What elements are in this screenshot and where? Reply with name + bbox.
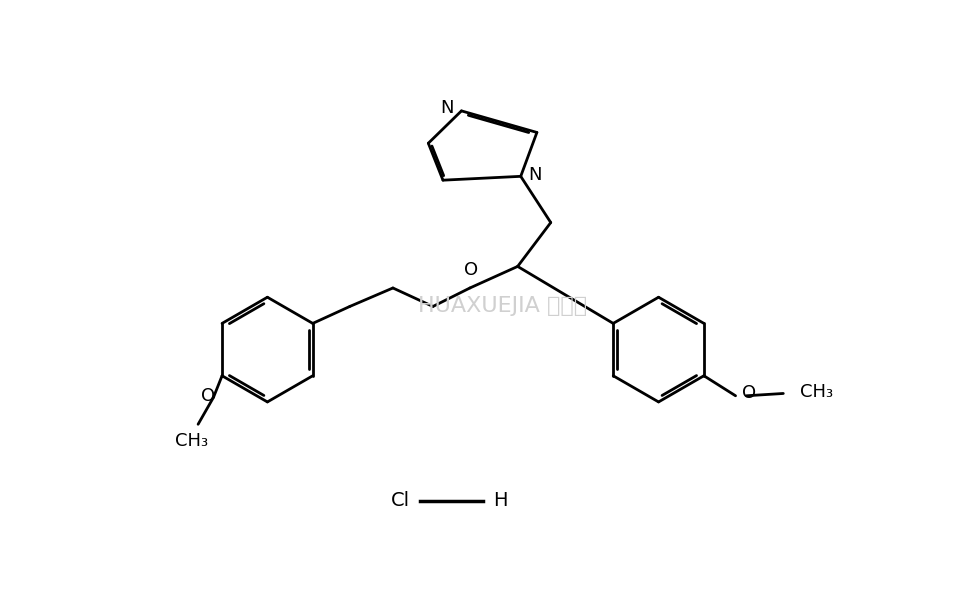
Text: O: O xyxy=(201,387,215,405)
Text: O: O xyxy=(465,261,478,278)
Text: CH₃: CH₃ xyxy=(801,383,833,401)
Text: HUAXUEJIA 化学加: HUAXUEJIA 化学加 xyxy=(417,296,587,317)
Text: H: H xyxy=(493,491,508,510)
Text: CH₃: CH₃ xyxy=(175,432,209,450)
Text: N: N xyxy=(528,166,542,184)
Text: Cl: Cl xyxy=(391,491,410,510)
Text: N: N xyxy=(440,99,454,117)
Text: O: O xyxy=(742,384,756,402)
